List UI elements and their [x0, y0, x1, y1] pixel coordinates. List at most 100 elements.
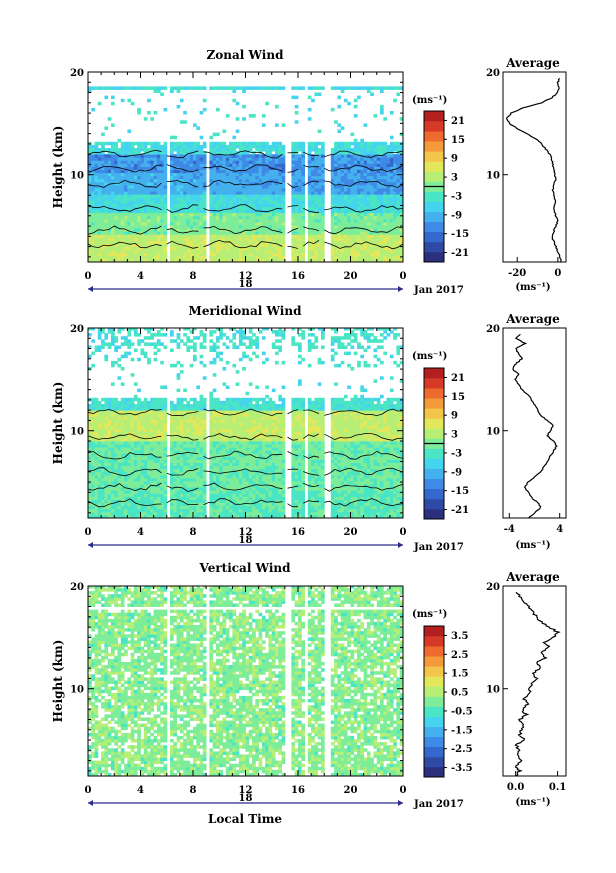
heatmap-cell — [124, 456, 128, 460]
heatmap-cell — [311, 240, 315, 244]
heatmap-cell — [133, 141, 138, 146]
heatmap-cell — [232, 175, 237, 180]
heatmap-cell — [278, 169, 282, 174]
heatmap-cell — [91, 447, 95, 451]
heatmap-cell — [143, 144, 148, 149]
heatmap-cell — [130, 342, 135, 346]
heatmap-cell — [111, 157, 115, 161]
heatmap-cell — [147, 496, 151, 500]
heatmap-cell — [294, 252, 299, 257]
heatmap-cell — [366, 172, 371, 177]
heatmap-cell — [150, 410, 154, 414]
heatmap-cell — [245, 178, 250, 183]
heatmap-cell — [199, 221, 204, 226]
heatmap-cell — [307, 95, 312, 100]
heatmap-cell — [153, 404, 158, 408]
heatmap-cell — [298, 243, 302, 247]
heatmap-cell — [117, 345, 122, 349]
heatmap-cell — [143, 465, 148, 470]
heatmap-cell — [189, 148, 194, 152]
heatmap-cell — [199, 144, 204, 149]
heatmap-cell — [343, 215, 348, 220]
heatmap-cell — [133, 330, 138, 334]
heatmap-cell — [150, 188, 154, 192]
heatmap-cell — [101, 151, 105, 155]
heatmap-cell — [143, 215, 148, 220]
colorbar-swatch — [424, 201, 444, 212]
heatmap-cell — [255, 200, 259, 204]
heatmap-cell — [124, 444, 128, 448]
heatmap-cell — [232, 215, 237, 220]
heatmap-cell — [193, 228, 197, 232]
heatmap-cell — [111, 246, 115, 251]
heatmap-cell — [94, 181, 99, 186]
heatmap-cell — [173, 465, 177, 470]
heatmap-cell — [343, 231, 348, 235]
heatmap-cell — [209, 141, 214, 146]
heatmap-cell — [330, 191, 335, 195]
colorbar-swatch — [424, 241, 444, 253]
heatmap-cell — [153, 425, 158, 430]
heatmap-cell — [258, 249, 263, 254]
colorbar-tick-label: -21 — [451, 248, 469, 259]
heatmap-cell — [111, 514, 115, 518]
heatmap-cell — [337, 215, 342, 220]
heatmap-cell — [343, 221, 348, 226]
heatmap-cell — [163, 514, 168, 518]
heatmap-cell — [143, 336, 148, 340]
heatmap-cell — [370, 225, 374, 229]
heatmap-cell — [389, 141, 394, 146]
heatmap-cell — [389, 163, 394, 167]
heatmap-cell — [143, 221, 148, 226]
heatmap-cell — [101, 434, 105, 439]
heatmap-cell — [140, 413, 145, 417]
heatmap-cell — [258, 252, 263, 257]
heatmap-cell — [88, 511, 92, 516]
heatmap-cell — [107, 431, 112, 436]
heatmap-cell — [111, 459, 115, 463]
heatmap-cell — [232, 141, 237, 146]
heatmap-cell — [268, 221, 273, 226]
heatmap-cell — [225, 221, 230, 226]
heatmap-cell — [124, 514, 128, 518]
heatmap-cell — [360, 151, 364, 155]
heatmap-cell — [124, 471, 128, 476]
heatmap-cell — [321, 252, 325, 257]
heatmap-cell — [114, 212, 118, 217]
heatmap-cell — [183, 209, 187, 214]
heatmap-cell — [104, 431, 109, 436]
heatmap-cell — [114, 86, 118, 90]
heatmap-cell — [124, 407, 128, 411]
heatmap-cell — [97, 243, 102, 247]
heatmap-cell — [330, 252, 335, 257]
heatmap-cell — [150, 342, 154, 346]
heatmap-cell — [340, 144, 345, 149]
heatmap-cell — [150, 422, 154, 426]
heatmap-cell — [350, 252, 355, 257]
heatmap-cell — [176, 225, 181, 229]
heatmap-cell — [147, 484, 151, 488]
heatmap-cell — [120, 404, 125, 408]
heatmap-cell — [373, 215, 378, 220]
heatmap-cell — [199, 243, 204, 247]
heatmap-cell — [216, 154, 220, 158]
heatmap-cell — [88, 255, 92, 260]
heatmap-cell — [366, 144, 371, 149]
heatmap-cell — [294, 218, 299, 223]
heatmap-cell — [353, 258, 358, 262]
heatmap-cell — [91, 194, 95, 198]
heatmap-cell — [242, 191, 246, 195]
heatmap-cell — [291, 166, 296, 170]
heatmap-cell — [94, 450, 99, 454]
heatmap-cell — [170, 477, 174, 482]
heatmap-cell — [176, 477, 181, 482]
heatmap-cell — [357, 191, 361, 195]
heatmap-cell — [111, 218, 115, 223]
heatmap-cell — [389, 212, 394, 217]
heatmap-cell — [196, 197, 200, 201]
heatmap-cell — [311, 185, 315, 189]
heatmap-cell — [245, 231, 250, 235]
heatmap-cell — [163, 428, 168, 433]
heatmap-cell — [386, 148, 391, 152]
heatmap-cell — [298, 181, 302, 186]
